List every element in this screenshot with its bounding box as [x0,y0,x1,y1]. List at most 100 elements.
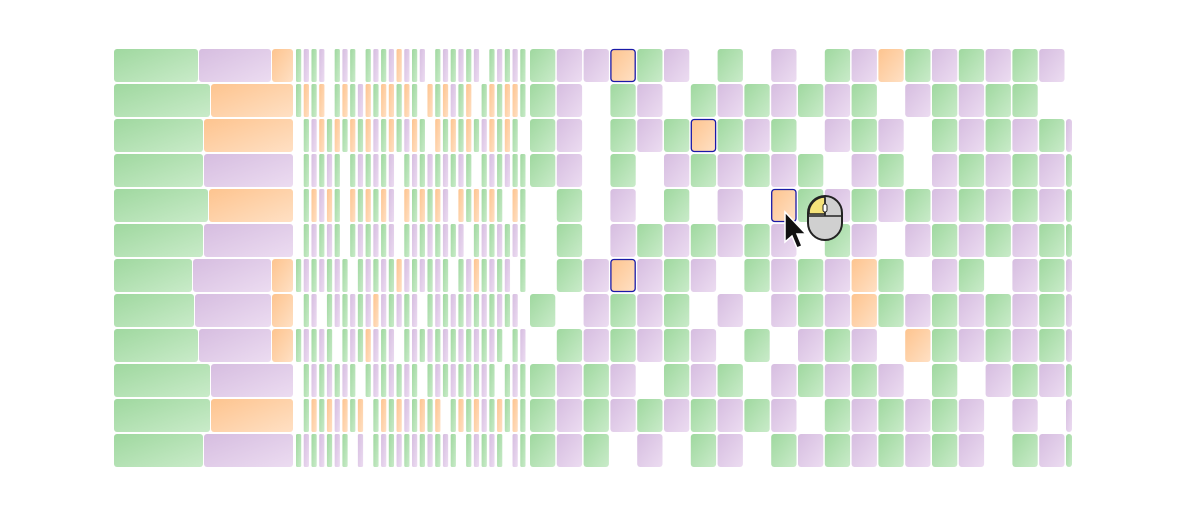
cell [664,189,690,222]
stripe [373,84,379,117]
stripe [326,224,333,257]
cell [1012,189,1038,222]
stripe [357,189,364,222]
cell [878,154,904,187]
stripe [311,119,317,152]
cell [610,84,636,117]
cell [932,189,958,222]
lead-cell [204,434,293,467]
cell [744,154,770,187]
cell [824,84,851,117]
cell [932,329,958,362]
stripe [381,224,387,257]
stripe [442,49,449,82]
cell [744,224,770,257]
cell [717,434,743,467]
stripe [388,294,395,327]
cell [985,49,1011,82]
stripe [504,224,511,257]
stripe [466,154,472,187]
stripe [381,329,387,362]
stripe [520,329,526,362]
cell [932,294,958,327]
cell [905,189,931,222]
cell [1039,364,1065,397]
stripe [404,294,410,327]
cell [1012,84,1038,117]
cell [690,259,717,292]
cell [530,434,556,467]
stripe [404,189,410,222]
cell [637,259,663,292]
stripe [466,294,472,327]
cell [798,434,824,467]
cell [1066,154,1072,187]
cell [905,49,931,82]
cell [824,119,851,152]
cell [583,259,609,292]
cell [932,84,958,117]
stripe [419,224,425,257]
cell [958,434,985,467]
cell [985,119,1011,152]
stripe [365,84,371,117]
stripe [458,294,464,327]
lead-cell [114,119,203,152]
cell [717,154,743,187]
cell [664,294,690,327]
stripe [404,434,410,467]
stripe [342,119,348,152]
stripe [512,154,518,187]
stripe [334,154,340,187]
stripe [373,364,379,397]
stripe [473,259,480,292]
stripe [458,364,464,397]
lead-cell [204,119,293,152]
stripe [489,49,495,82]
cell [1039,154,1065,187]
stripe [296,49,302,82]
cell [637,119,663,152]
cell [1012,329,1038,362]
mouse-wheel [822,203,828,213]
stripe [350,399,356,432]
cell [556,399,583,432]
stripe [303,189,309,222]
stripe [466,259,472,292]
stripe [373,399,379,432]
cell [985,364,1011,397]
stripe [512,84,518,117]
stripe [504,364,511,397]
cell [1039,224,1065,257]
highlighted-cell [610,258,636,293]
cell [1066,224,1072,257]
cell [717,119,743,152]
stripe [481,364,487,397]
stripe [396,84,402,117]
stripe [435,329,441,362]
stripe [404,119,410,152]
cell [717,364,743,397]
stripe [412,259,418,292]
stripe [435,399,441,432]
cell [1012,224,1038,257]
cell [932,154,958,187]
stripe [319,224,325,257]
cursor [784,210,808,249]
cell [1039,259,1065,292]
stripe [512,119,518,152]
lead-cell [114,189,208,222]
stripe [412,224,418,257]
cell [771,49,797,82]
cell [932,434,958,467]
stripe [319,329,325,362]
cell [530,364,556,397]
cell [583,294,609,327]
stripe [512,224,518,257]
stripe [303,434,309,467]
stripe [381,364,387,397]
cell [583,399,609,432]
stripe [365,189,371,222]
cell [771,119,797,152]
stripe [497,189,503,222]
